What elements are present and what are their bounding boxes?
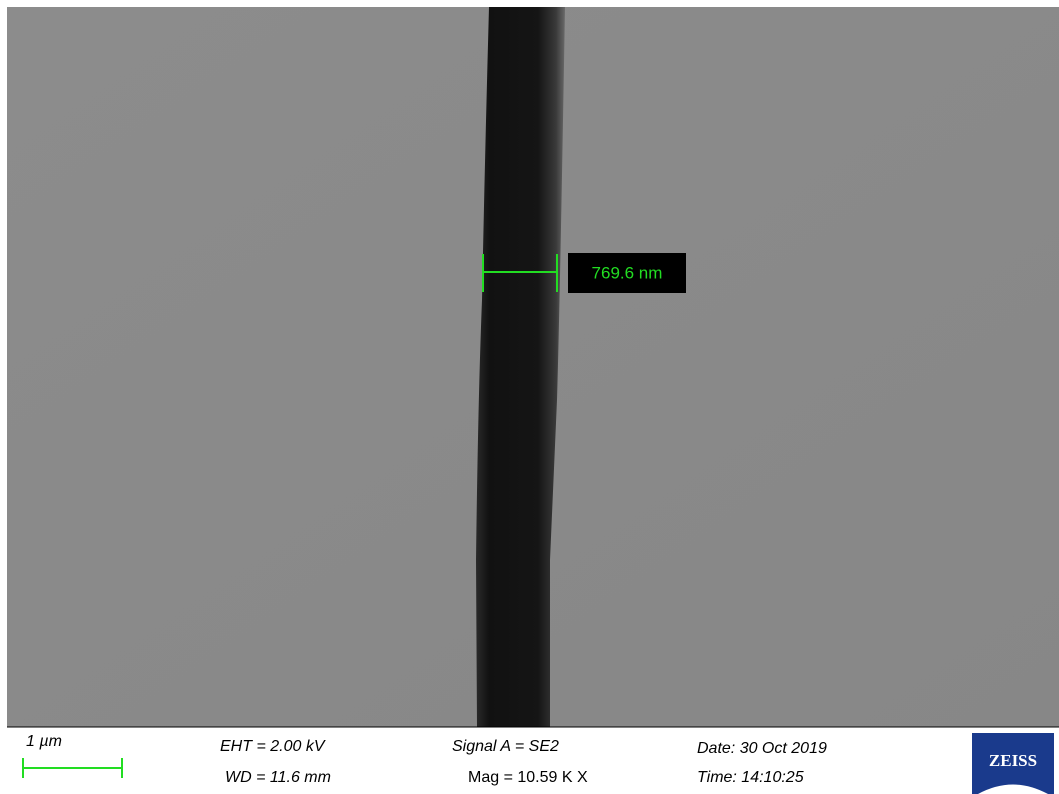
- wd: WD = 11.6 mm: [225, 769, 331, 786]
- sem-view: 769.6 nm 1 µm EHT = 2.00 kV WD = 11.6 mm…: [0, 0, 1059, 794]
- logo: ZEISS: [989, 751, 1037, 770]
- eht: EHT = 2.00 kV: [220, 738, 326, 755]
- page: 769.6 nm 1 µm EHT = 2.00 kV WD = 11.6 mm…: [0, 0, 1059, 794]
- measure-label: 769.6 nm: [592, 263, 663, 282]
- date: Date: 30 Oct 2019: [697, 740, 827, 757]
- time: Time: 14:10:25: [697, 769, 804, 786]
- signal: Signal A = SE2: [452, 738, 559, 755]
- info-bar: 1 µm EHT = 2.00 kV WD = 11.6 mm Signal A…: [7, 727, 1059, 794]
- scale-bar-label: 1 µm: [26, 733, 62, 750]
- mag: Mag = 10.59 K X: [468, 769, 588, 786]
